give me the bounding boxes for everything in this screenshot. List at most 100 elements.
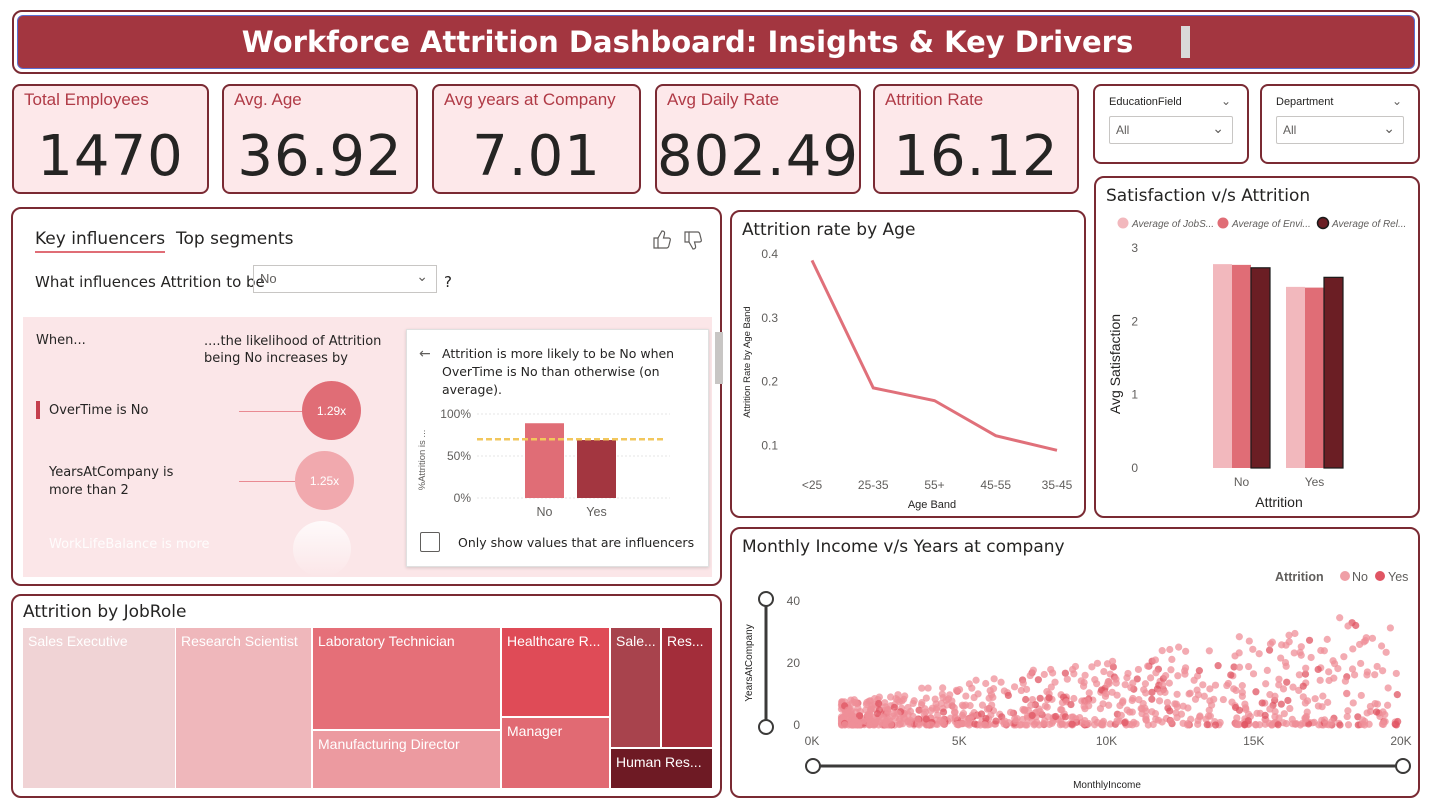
- scatter-point: [1297, 643, 1305, 651]
- scatter-point: [1340, 653, 1348, 661]
- treemap-tile[interactable]: Manufacturing Director: [313, 731, 500, 788]
- scatter-point: [1185, 690, 1193, 698]
- slicer-dropdown[interactable]: All ⌄: [1276, 116, 1404, 144]
- scatter-point: [997, 678, 1005, 686]
- scatter-point: [1067, 713, 1076, 721]
- scatter-point: [1096, 705, 1105, 713]
- y-tick-label: 0.1: [761, 438, 778, 452]
- scatter-point: [946, 714, 955, 722]
- scatter-point: [918, 684, 926, 692]
- scatter-point: [1135, 696, 1143, 704]
- scatter-point: [1109, 663, 1117, 671]
- slicer-education-field[interactable]: EducationField ⌄ All ⌄: [1093, 84, 1249, 164]
- influencer-factor[interactable]: WorkLifeBalance is more: [49, 537, 210, 552]
- scatter-point: [977, 710, 986, 718]
- scatter-point: [1314, 665, 1322, 674]
- scatter-point: [1249, 645, 1257, 653]
- slicer-dropdown[interactable]: All ⌄: [1109, 116, 1233, 144]
- scatter-point: [1261, 711, 1269, 719]
- scrollbar-thumb[interactable]: [715, 332, 723, 384]
- chevron-down-icon[interactable]: ⌄: [1391, 94, 1402, 108]
- scatter-point: [1349, 645, 1357, 653]
- scatter-point: [1279, 685, 1288, 693]
- influencers-only-checkbox[interactable]: [420, 532, 440, 552]
- satisfaction-bar: [1305, 287, 1324, 468]
- scatter-point: [988, 701, 996, 709]
- text-cursor: [1181, 26, 1191, 58]
- scatter-point: [1085, 689, 1093, 697]
- chevron-down-icon[interactable]: ⌄: [1383, 121, 1395, 137]
- scatter-point: [1350, 671, 1359, 679]
- scatter-point: [906, 716, 915, 724]
- thumbs-up-icon[interactable]: [653, 230, 671, 249]
- tab-top-segments[interactable]: Top segments: [176, 229, 294, 249]
- treemap-tile[interactable]: Manager: [502, 718, 609, 788]
- scatter-point: [1314, 702, 1322, 710]
- chevron-down-icon[interactable]: ⌄: [416, 269, 428, 285]
- detail-bar: [525, 423, 564, 498]
- x-tick-label: No: [1234, 475, 1250, 489]
- satisfaction-bar-chart: Average of JobS... Average of Envi... Aver…: [1107, 216, 1406, 510]
- back-arrow-icon[interactable]: ←: [419, 346, 431, 362]
- scatter-point: [1078, 697, 1086, 705]
- influencer-bubble[interactable]: 1.25x: [295, 451, 354, 510]
- satisfaction-card: Satisfaction v/s Attrition Average of Jo…: [1094, 176, 1420, 518]
- scatter-point: [1275, 681, 1283, 689]
- tab-key-influencers[interactable]: Key influencers: [35, 229, 166, 253]
- scatter-point: [1349, 699, 1357, 707]
- legend-marker: [1316, 216, 1330, 230]
- legend-marker: [1375, 571, 1385, 581]
- scatter-point: [1297, 651, 1305, 659]
- scatter-point: [1203, 721, 1211, 729]
- treemap-tile[interactable]: Healthcare R...: [502, 628, 609, 716]
- scatter-point: [1156, 688, 1164, 696]
- key-influencers-visual: Key influencers Top segments What influe…: [11, 207, 723, 586]
- x-tick-label: 25-35: [858, 478, 889, 492]
- scatter-point: [987, 691, 996, 699]
- thumbs-down-icon[interactable]: [684, 231, 702, 250]
- influencer-factor[interactable]: OverTime is No: [49, 403, 149, 418]
- scatter-point: [1241, 720, 1249, 729]
- treemap-tile[interactable]: Sales Executive: [23, 628, 175, 788]
- attrition-value-dropdown[interactable]: No ⌄: [253, 265, 437, 293]
- treemap-tile[interactable]: Laboratory Technician: [313, 628, 500, 729]
- treemap-tile[interactable]: Sale...: [611, 628, 660, 747]
- scatter-point: [936, 717, 944, 725]
- scatter-point: [1336, 721, 1344, 729]
- scatter-point: [1290, 649, 1298, 657]
- scatter-point: [1167, 717, 1175, 725]
- scatter-point: [1205, 647, 1213, 655]
- scatter-point: [1224, 679, 1232, 688]
- scatter-point: [1112, 679, 1120, 687]
- treemap-tile[interactable]: Research Scientist: [176, 628, 311, 788]
- influencer-factor[interactable]: YearsAtCompany is more than 2: [49, 465, 174, 498]
- slicer-department[interactable]: Department ⌄ All ⌄: [1260, 84, 1420, 164]
- scatter-point: [1230, 663, 1238, 671]
- legend-label: No: [1352, 570, 1368, 584]
- scatter-point: [904, 703, 912, 712]
- x-tick-label: 5K: [952, 734, 967, 748]
- treemap-tile[interactable]: Res...: [662, 628, 712, 747]
- chevron-down-icon[interactable]: ⌄: [1220, 94, 1231, 108]
- influencer-bubble[interactable]: 1.29x: [302, 381, 361, 440]
- scatter-point: [850, 696, 858, 704]
- scatter-point: [1093, 680, 1101, 688]
- scatter-point: [1141, 680, 1150, 688]
- y-range-slider-handle: [758, 591, 774, 607]
- scatter-point: [1040, 670, 1048, 679]
- scatter-point: [1070, 694, 1078, 703]
- chevron-down-icon[interactable]: ⌄: [1212, 121, 1224, 137]
- kpi-label: Avg years at Company: [444, 90, 616, 109]
- y-tick-label: 0.3: [761, 311, 778, 325]
- scatter-point: [1177, 710, 1186, 718]
- scatter-point: [1232, 703, 1240, 712]
- scatter-point: [890, 703, 898, 711]
- treemap-tile[interactable]: Human Res...: [611, 749, 712, 788]
- scatter-point: [1147, 674, 1155, 682]
- scatter-point: [878, 714, 887, 722]
- scatter-point: [1238, 688, 1246, 696]
- kpi-label: Avg. Age: [234, 90, 302, 109]
- scatter-point: [881, 699, 889, 707]
- scatter-point: [1241, 700, 1249, 708]
- scatter-point: [1108, 657, 1117, 665]
